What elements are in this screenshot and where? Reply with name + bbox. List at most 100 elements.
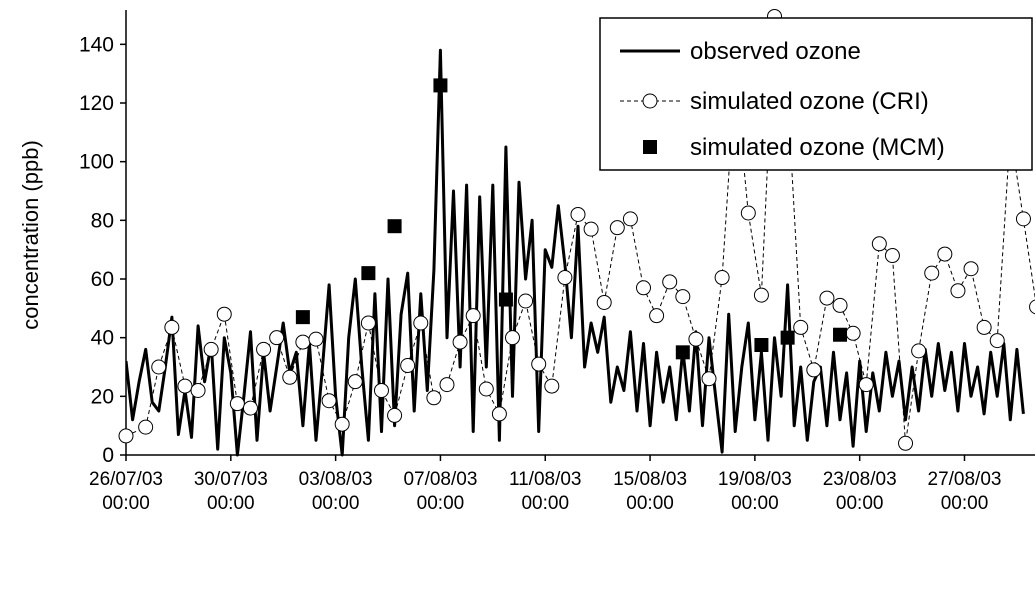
legend-mcm-label: simulated ozone (MCM)	[690, 134, 945, 161]
mcm-point	[833, 327, 848, 342]
cri-point	[216, 306, 232, 322]
x-tick-label-time: 00:00	[941, 493, 989, 514]
cri-point	[963, 261, 979, 277]
cri-point	[400, 358, 416, 374]
mcm-point	[780, 330, 795, 345]
x-tick-label-date: 27/08/03	[928, 469, 1002, 490]
cri-point	[596, 294, 612, 310]
cri-point	[518, 293, 534, 309]
legend: observed ozone simulated ozone (CRI) sim…	[599, 17, 1033, 171]
cri-point	[413, 315, 429, 331]
series-observed-ozone-line	[126, 48, 1025, 457]
cri-point	[858, 377, 874, 393]
cri-point	[714, 270, 730, 286]
cri-point	[203, 341, 219, 357]
cri-point	[583, 221, 599, 237]
x-tick-label-date: 03/08/03	[299, 469, 373, 490]
y-axis-ticks: 0 20 40 60 80 100 120 140	[79, 33, 126, 467]
x-tick-label-date: 30/07/03	[194, 469, 268, 490]
x-tick-label-time: 00:00	[836, 493, 884, 514]
y-tick-label: 120	[79, 92, 114, 115]
x-tick-label-time: 00:00	[731, 493, 779, 514]
mcm-point	[498, 292, 513, 307]
cri-point	[845, 325, 861, 341]
cri-point	[819, 290, 835, 306]
cri-point	[662, 274, 678, 290]
mcm-point	[295, 310, 310, 325]
cri-point	[793, 319, 809, 335]
cri-point	[190, 382, 206, 398]
cri-point	[426, 390, 442, 406]
x-axis-ticks: 26/07/03 00:00 30/07/03 00:00 03/08/03 00:00 0…	[89, 455, 1001, 514]
legend-cri-label: simulated ozone (CRI)	[690, 88, 929, 115]
cri-point	[138, 419, 154, 435]
cri-point	[570, 206, 586, 222]
cri-point	[1015, 211, 1031, 227]
cri-point	[688, 331, 704, 347]
cri-point	[387, 407, 403, 423]
cri-point	[636, 280, 652, 296]
y-tick-label: 20	[91, 385, 114, 408]
mcm-point	[754, 338, 769, 352]
cri-point	[308, 331, 324, 347]
x-tick-label-time: 00:00	[417, 493, 465, 514]
y-tick-label: 0	[102, 444, 114, 467]
cri-point	[753, 287, 769, 303]
cri-point	[622, 211, 638, 227]
cri-point	[504, 330, 520, 346]
cri-point	[531, 356, 547, 372]
cri-point	[439, 377, 455, 393]
y-tick-label: 60	[91, 268, 114, 291]
cri-point	[282, 369, 298, 385]
cri-point	[989, 333, 1005, 349]
x-tick-label-time: 00:00	[521, 493, 569, 514]
cri-point	[649, 308, 665, 324]
cri-point	[118, 428, 134, 444]
cri-point	[832, 297, 848, 313]
cri-point	[256, 341, 272, 357]
cri-point	[177, 378, 193, 394]
y-tick-label: 80	[91, 209, 114, 232]
x-tick-label-time: 00:00	[102, 493, 150, 514]
cri-point	[347, 374, 363, 390]
axes	[125, 10, 1035, 456]
cri-point	[871, 236, 887, 252]
cri-point	[740, 205, 756, 221]
legend-observed-label: observed ozone	[690, 38, 861, 65]
cri-point	[151, 359, 167, 375]
cri-point	[465, 308, 481, 324]
cri-point	[557, 270, 573, 286]
cri-point	[478, 381, 494, 397]
cri-point	[164, 319, 180, 335]
cri-point	[360, 315, 376, 331]
cri-point	[544, 378, 560, 394]
mcm-point	[361, 266, 376, 281]
mcm-point	[387, 219, 402, 234]
cri-point	[911, 343, 927, 359]
x-tick-label-time: 00:00	[312, 493, 360, 514]
cri-point	[924, 265, 940, 281]
legend-box	[599, 17, 1033, 171]
y-tick-label: 140	[79, 33, 114, 56]
cri-point	[976, 319, 992, 335]
cri-point	[334, 416, 350, 432]
cri-point	[242, 400, 258, 416]
cri-point	[701, 371, 717, 387]
cri-point	[950, 283, 966, 299]
cri-point	[373, 382, 389, 398]
cri-point	[229, 396, 245, 412]
x-tick-label-date: 23/08/03	[823, 469, 897, 490]
x-tick-label-date: 11/08/03	[509, 469, 582, 490]
mcm-point	[433, 78, 448, 93]
cri-point	[898, 435, 914, 451]
legend-cri-marker	[642, 93, 658, 109]
cri-point	[295, 334, 311, 350]
series-cri-line	[126, 16, 1035, 444]
series-layer	[118, 8, 1035, 457]
x-tick-label-time: 00:00	[626, 493, 674, 514]
x-tick-label-date: 19/08/03	[718, 469, 792, 490]
cri-point	[1029, 299, 1035, 315]
cri-point	[675, 289, 691, 305]
